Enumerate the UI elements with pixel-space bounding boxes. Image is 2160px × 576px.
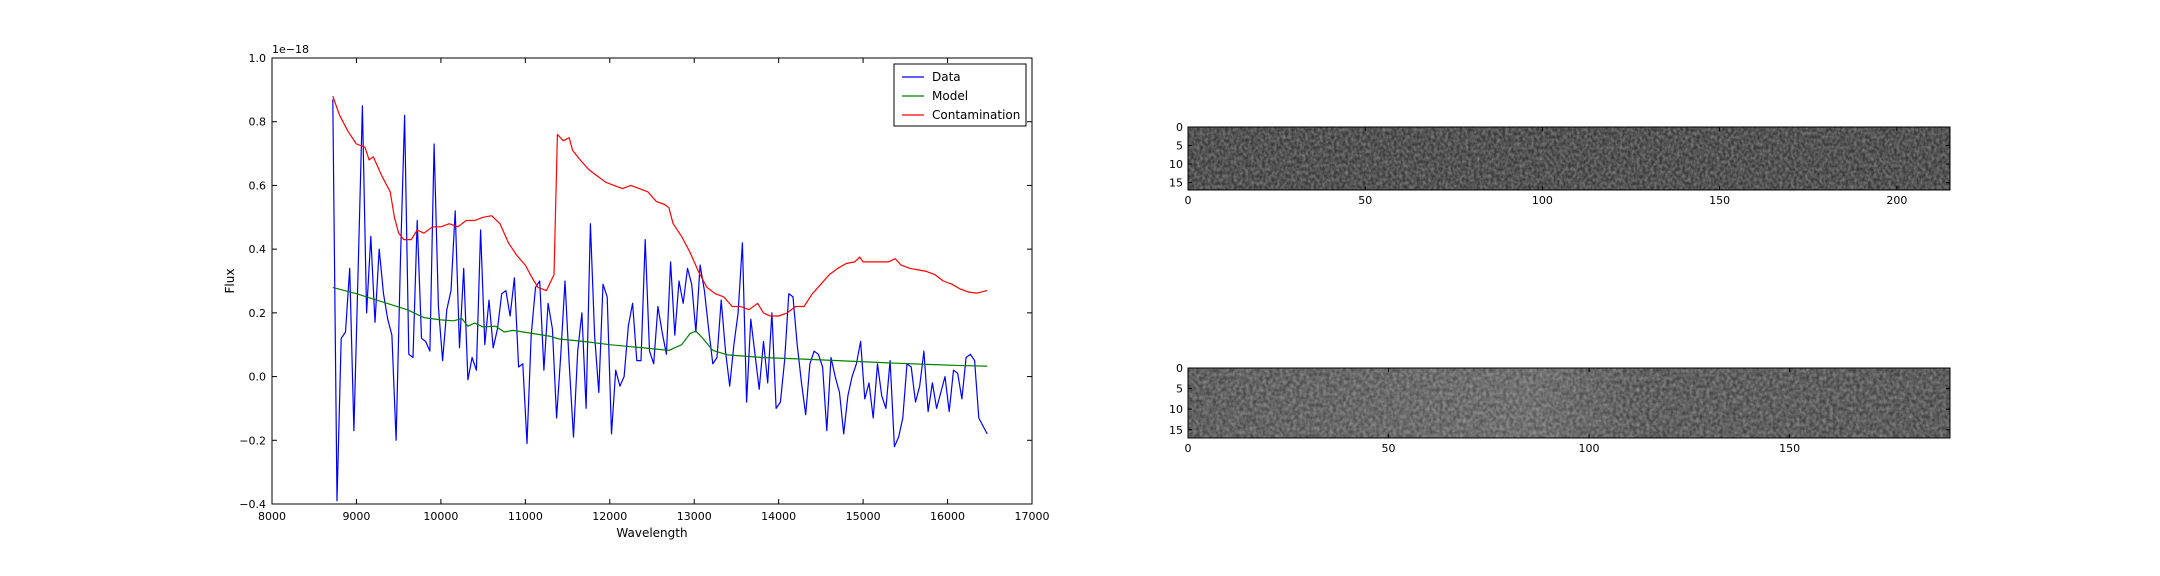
spectrum-y-tick-label: 0.0 (249, 371, 267, 384)
spectrum-y-tick-label: −0.4 (239, 498, 266, 511)
img2-x-tick-label: 50 (1382, 442, 1396, 455)
img2-x-tick-label: 100 (1579, 442, 1600, 455)
img1-y-tick-label: 5 (1176, 140, 1183, 153)
2d-spectrum-bottom-x-ticks: 0 50 100 150 (1185, 368, 1800, 455)
img2-y-tick-label: 5 (1176, 383, 1183, 396)
legend-label-data: Data (932, 70, 961, 84)
img1-y-tick-label: 10 (1169, 158, 1183, 171)
img1-x-tick-label: 200 (1886, 194, 1907, 207)
legend-box (893, 63, 1027, 127)
spectrum-x-tick-label: 14000 (761, 510, 796, 523)
2d-spectrum-bottom-panel: 0 50 100 150 0 5 10 15 (1169, 362, 1951, 455)
spectrum-offset-text: 1e−18 (272, 43, 309, 56)
spectrum-x-tick-label: 13000 (677, 510, 712, 523)
spectrum-panel: 8000 9000 10000 11000 12000 13000 14000 15000 16… (223, 43, 1050, 540)
spectrum-x-axis-label: Wavelength (616, 526, 687, 540)
img1-y-tick-label: 15 (1169, 177, 1183, 190)
spectrum-y-tick-label: 0.4 (249, 243, 267, 256)
spectrum-y-tick-label: 1.0 (249, 52, 267, 65)
spectrum-x-tick-label: 10000 (423, 510, 458, 523)
img1-x-tick-label: 100 (1532, 194, 1553, 207)
img1-x-tick-label: 0 (1185, 194, 1192, 207)
img1-x-tick-label: 50 (1358, 194, 1372, 207)
legend-label-model: Model (932, 89, 968, 103)
spectrum-x-tick-label: 9000 (342, 510, 370, 523)
img2-x-tick-label: 150 (1779, 442, 1800, 455)
spectrum-y-tick-label: −0.2 (239, 434, 266, 447)
2d-spectrum-top-x-ticks: 0 50 100 150 200 (1185, 127, 1907, 207)
spectrum-plot-frame (271, 57, 1033, 505)
2d-spectrum-top-panel: 0 50 100 150 200 0 5 10 15 (1169, 121, 1951, 207)
img2-y-tick-label: 10 (1169, 403, 1183, 416)
series-line-model (332, 286, 988, 367)
series-line-contamination (332, 95, 988, 317)
spectrum-legend: Data Model Contamination (893, 63, 1027, 127)
img2-y-tick-label: 0 (1176, 362, 1183, 375)
2d-spectrum-bottom-noise (1188, 368, 1950, 438)
2d-spectrum-bottom-frame (1187, 367, 1951, 439)
img2-y-tick-label: 15 (1169, 424, 1183, 437)
spectrum-x-ticks: 8000 9000 10000 11000 12000 13000 14000 15000 16… (258, 58, 1050, 523)
spectrum-x-tick-label: 11000 (508, 510, 543, 523)
spectrum-y-ticks: −0.4 −0.2 0.0 0.2 0.4 0.6 0.8 1.0 (239, 52, 1032, 511)
series-line-data (332, 99, 988, 502)
spectrum-x-tick-label: 12000 (592, 510, 627, 523)
2d-spectrum-top-y-ticks: 0 5 10 15 (1169, 121, 1950, 190)
spectrum-series-lines (332, 95, 988, 502)
spectrum-y-tick-label: 0.8 (249, 116, 267, 129)
spectrum-y-axis-label: Flux (223, 269, 237, 294)
img1-y-tick-label: 0 (1176, 121, 1183, 134)
2d-spectrum-top-frame (1187, 126, 1951, 191)
spectrum-x-tick-label: 16000 (930, 510, 965, 523)
spectrum-x-tick-label: 15000 (846, 510, 881, 523)
spectrum-x-tick-label: 17000 (1015, 510, 1050, 523)
img2-x-tick-label: 0 (1185, 442, 1192, 455)
spectrum-y-tick-label: 0.2 (249, 307, 267, 320)
2d-spectrum-top-noise (1188, 127, 1950, 190)
2d-spectrum-bottom-y-ticks: 0 5 10 15 (1169, 362, 1950, 437)
spectrum-y-tick-label: 0.6 (249, 179, 267, 192)
img1-x-tick-label: 150 (1709, 194, 1730, 207)
legend-label-contamination: Contamination (932, 108, 1020, 122)
spectrum-x-tick-label: 8000 (258, 510, 286, 523)
